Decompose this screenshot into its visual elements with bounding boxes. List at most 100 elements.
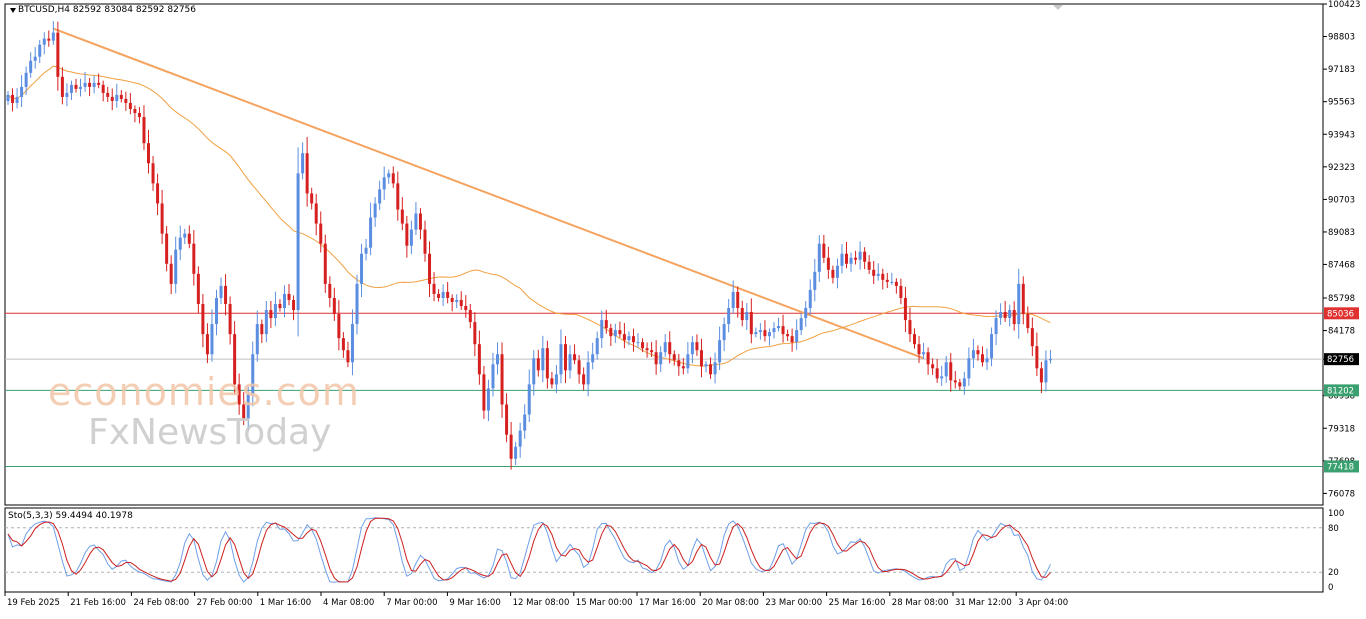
price-tick-label: 93943 <box>1328 130 1355 140</box>
candle-body <box>858 251 862 260</box>
candle-body <box>187 233 191 244</box>
candle-body <box>378 189 382 204</box>
candle-body <box>473 322 477 345</box>
level-badge-label: 81202 <box>1327 386 1354 396</box>
candle-body <box>518 430 522 447</box>
chart-header: BTCUSD,H4 82592 83084 82592 82756 <box>8 5 196 15</box>
candle-body <box>1008 310 1012 319</box>
candle-body <box>160 203 164 234</box>
candle-body <box>437 293 441 298</box>
price-tick-label: 89083 <box>1328 228 1355 238</box>
current-price-label: 82756 <box>1327 355 1354 365</box>
candle-body <box>527 384 531 415</box>
candle-body <box>405 223 409 246</box>
candle-body <box>47 38 51 41</box>
candle-body <box>346 350 350 363</box>
time-tick-label: 17 Mar 16:00 <box>639 598 696 608</box>
candle-body <box>980 354 984 363</box>
candle-body <box>668 342 672 355</box>
candle-body <box>233 334 237 385</box>
time-tick-label: 20 Mar 08:00 <box>702 598 759 608</box>
candle-body <box>953 380 957 383</box>
candle-body <box>273 303 277 319</box>
candle-body <box>799 318 803 331</box>
candle-body <box>178 237 182 250</box>
time-tick-label: 12 Mar 08:00 <box>513 598 570 608</box>
candle-body <box>92 82 96 87</box>
candle-body <box>563 344 567 371</box>
candle-body <box>196 273 200 304</box>
time-tick-label: 28 Mar 08:00 <box>892 598 949 608</box>
candle-body <box>24 72 28 87</box>
candle-body <box>464 305 468 311</box>
candle-body <box>319 223 323 244</box>
candle-body <box>101 84 105 93</box>
candle-body <box>917 344 921 355</box>
level-badge-label: 85036 <box>1327 309 1354 319</box>
candle-body <box>541 348 545 371</box>
time-tick-label: 31 Mar 12:00 <box>955 598 1012 608</box>
candle-body <box>863 251 867 262</box>
candle-body <box>183 233 187 238</box>
price-tick-label: 84178 <box>1328 327 1355 337</box>
candle-body <box>301 153 305 174</box>
stochastic-panel: 100 80 20 0 <box>5 509 1344 593</box>
candle-body <box>156 183 160 204</box>
candle-body <box>550 378 554 385</box>
symbol-dropdown-icon[interactable] <box>10 8 16 13</box>
candle-body <box>491 364 495 389</box>
candle-body <box>477 344 481 375</box>
candle-body <box>500 354 504 405</box>
candle-body <box>903 297 907 321</box>
candle-body <box>409 229 413 246</box>
candle-body <box>423 229 427 254</box>
candle-body <box>586 362 590 385</box>
candle-body <box>908 320 912 335</box>
ohlc-values: 82592 83084 82592 82756 <box>72 5 196 15</box>
candle-body <box>242 404 246 419</box>
time-tick-label: 19 Feb 2025 <box>7 598 60 608</box>
candle-body <box>849 257 853 264</box>
price-tick-label: 97183 <box>1328 65 1355 75</box>
stochastic-panel-border <box>4 507 1324 593</box>
candle-body <box>341 338 345 351</box>
trendline-layer <box>52 27 924 360</box>
candle-body <box>83 82 87 87</box>
candle-body <box>622 334 626 341</box>
candle-body <box>573 354 577 361</box>
candle-body <box>754 332 758 335</box>
candle-body <box>391 173 395 184</box>
price-panel-border <box>4 3 1324 506</box>
candle-body <box>97 82 101 85</box>
candle-body <box>985 358 989 363</box>
candle-body <box>613 330 617 337</box>
candle-body <box>65 92 69 97</box>
candle-body <box>772 328 776 333</box>
candle-body <box>192 243 196 274</box>
candle-body <box>899 285 903 298</box>
candle-body <box>881 273 885 280</box>
candle-body <box>1039 368 1043 383</box>
stochastic-label: Sto(5,3,3) 59.4494 40.1978 <box>8 511 133 521</box>
candle-body <box>264 310 268 335</box>
candle-body <box>1035 346 1039 369</box>
candle-body <box>577 360 581 375</box>
candle-body <box>699 350 703 367</box>
candle-body <box>627 336 631 341</box>
candle-body <box>6 94 10 101</box>
candle-body <box>745 312 749 321</box>
candle-body <box>1044 360 1048 383</box>
candle-body <box>337 314 341 339</box>
candle-body <box>79 86 83 89</box>
candle-body <box>305 153 309 194</box>
candle-body <box>278 303 282 309</box>
candle-body <box>509 434 513 459</box>
candle-body <box>709 364 713 375</box>
candle-body <box>912 334 916 345</box>
candle-body <box>758 330 762 333</box>
candle-body <box>763 330 767 337</box>
candle-body <box>749 312 753 335</box>
price-tick-label: 90703 <box>1328 195 1355 205</box>
